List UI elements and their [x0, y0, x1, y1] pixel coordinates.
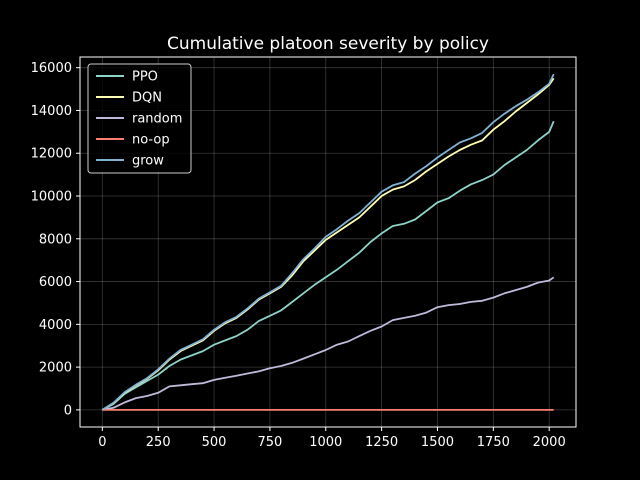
axis-ticks: 0 250 500 750 1000 1250 1500 1750 2000 0 2000 4000 6…	[31, 61, 566, 450]
legend-label-dqn: DQN	[132, 91, 162, 106]
x-tick-label: 1250	[365, 435, 398, 450]
x-tick-label: 1000	[309, 435, 342, 450]
y-tick-label: 0	[64, 403, 72, 418]
x-tick-label: 1500	[421, 435, 454, 450]
legend-label-random: random	[132, 112, 182, 127]
y-tick-label: 6000	[39, 275, 72, 290]
x-tick-label: 750	[257, 435, 282, 450]
legend-label-ppo: PPO	[132, 70, 158, 85]
y-tick-label: 8000	[39, 232, 72, 247]
series-line-ppo	[101, 120, 555, 411]
legend-label-grow: grow	[132, 154, 164, 169]
y-tick-label: 2000	[39, 361, 72, 376]
y-tick-label: 10000	[31, 190, 72, 205]
y-tick-label: 4000	[39, 318, 72, 333]
chart-title: Cumulative platoon severity by policy	[167, 34, 489, 54]
x-tick-label: 0	[98, 435, 106, 450]
legend-label-no-op: no-op	[132, 133, 170, 148]
legend-box	[87, 63, 192, 174]
x-tick-label: 1750	[477, 435, 510, 450]
x-tick-label: 500	[202, 435, 227, 450]
series-lines	[101, 73, 555, 411]
x-tick-label: 250	[146, 435, 171, 450]
plot-frame	[79, 56, 577, 428]
legend: PPO DQN random no-op grow	[87, 63, 192, 174]
series-line-random	[102, 276, 555, 411]
y-tick-label: 16000	[31, 61, 72, 76]
y-tick-label: 12000	[31, 147, 72, 162]
y-tick-label: 14000	[31, 104, 72, 119]
series-line-grow	[101, 73, 555, 411]
x-tick-label: 2000	[533, 435, 566, 450]
